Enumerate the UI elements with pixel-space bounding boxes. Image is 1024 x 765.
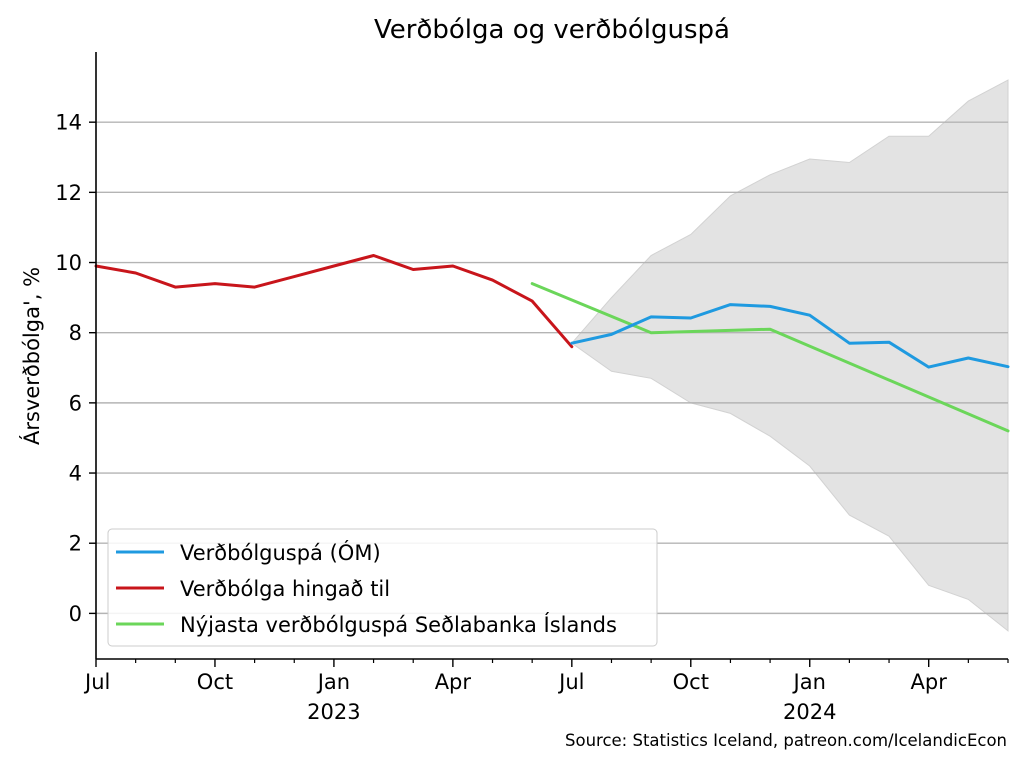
y-tick-label-0: 0 — [69, 602, 82, 626]
x-year-label-2024: 2024 — [783, 700, 836, 724]
y-tick-label-2: 2 — [69, 532, 82, 556]
x-tick-label-0: Jul — [83, 670, 110, 694]
y-tick-label-6: 6 — [69, 391, 82, 415]
x-tick-label-1: Oct — [197, 670, 233, 694]
chart-title: Verðbólga og verðbólguspá — [374, 15, 730, 45]
legend-label-inflation: Verðbólga hingað til — [180, 577, 390, 601]
source-note: Source: Statistics Iceland, patreon.com/… — [565, 731, 1007, 750]
legend-label-central-bank: Nýjasta verðbólguspá Seðlabanka Íslands — [180, 612, 617, 637]
x-tick-label-6: Jan — [792, 670, 826, 694]
y-axis-label: Ársverðbólga', % — [19, 267, 44, 445]
y-tick-label-10: 10 — [55, 251, 82, 275]
x-tick-label-3: Apr — [435, 670, 472, 694]
x-tick-label-4: Jul — [557, 670, 584, 694]
y-tick-label-14: 14 — [55, 111, 82, 135]
x-tick-label-7: Apr — [911, 670, 948, 694]
y-tick-label-4: 4 — [69, 462, 82, 486]
x-tick-label-5: Oct — [673, 670, 709, 694]
legend: Verðbólguspá (ÓM) Verðbólga hingað til N… — [108, 529, 657, 646]
legend-label-forecast-om: Verðbólguspá (ÓM) — [180, 540, 381, 565]
y-tick-label-12: 12 — [55, 181, 82, 205]
inflation-chart: Verðbólga og verðbólguspá 0 2 4 6 8 10 12 14 Ju… — [0, 0, 1024, 765]
x-tick-label-2: Jan — [316, 670, 350, 694]
x-year-label-2023: 2023 — [307, 700, 360, 724]
y-tick-label-8: 8 — [69, 321, 82, 345]
